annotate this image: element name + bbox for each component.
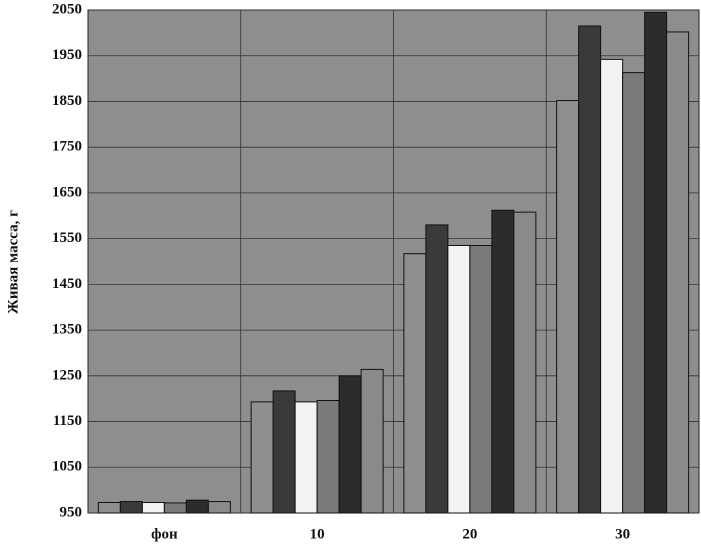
y-tick-label: 1850 [52, 93, 82, 109]
bar [600, 58, 624, 514]
bar [622, 72, 646, 514]
bar [97, 501, 121, 514]
bar [141, 501, 165, 514]
bar [119, 501, 143, 514]
x-tick-label: 30 [615, 526, 630, 542]
y-axis-label: Живая масса, г [5, 210, 21, 314]
y-tick-label: 2050 [52, 1, 82, 17]
bar [644, 11, 668, 514]
bar [403, 253, 427, 514]
x-tick-label: 20 [462, 526, 477, 542]
bar [469, 244, 493, 514]
y-tick-label: 1250 [52, 367, 82, 383]
y-tick-label: 1650 [52, 184, 82, 200]
y-tick-label: 1450 [52, 276, 82, 292]
bar [666, 31, 690, 514]
y-tick-label: 950 [60, 504, 83, 520]
bar [250, 401, 274, 514]
bar [185, 499, 209, 514]
bar [491, 209, 515, 514]
bar [425, 224, 449, 514]
y-tick-label: 1150 [53, 413, 82, 429]
bar [360, 368, 384, 514]
bar [272, 390, 296, 514]
y-tick-label: 1350 [52, 322, 82, 338]
y-tick-label: 1550 [52, 230, 82, 246]
bar [578, 25, 602, 514]
x-tick-label: 10 [310, 526, 325, 542]
bar [316, 400, 340, 514]
x-tick-label: фон [151, 526, 178, 542]
bar [163, 502, 187, 514]
bar [513, 211, 537, 514]
bar [556, 100, 580, 514]
y-tick-label: 1950 [52, 47, 82, 63]
bar [294, 401, 318, 514]
bar [207, 501, 231, 514]
y-tick-label: 1750 [52, 139, 82, 155]
bar [447, 244, 471, 514]
y-tick-label: 1050 [52, 459, 82, 475]
bar [338, 375, 362, 514]
